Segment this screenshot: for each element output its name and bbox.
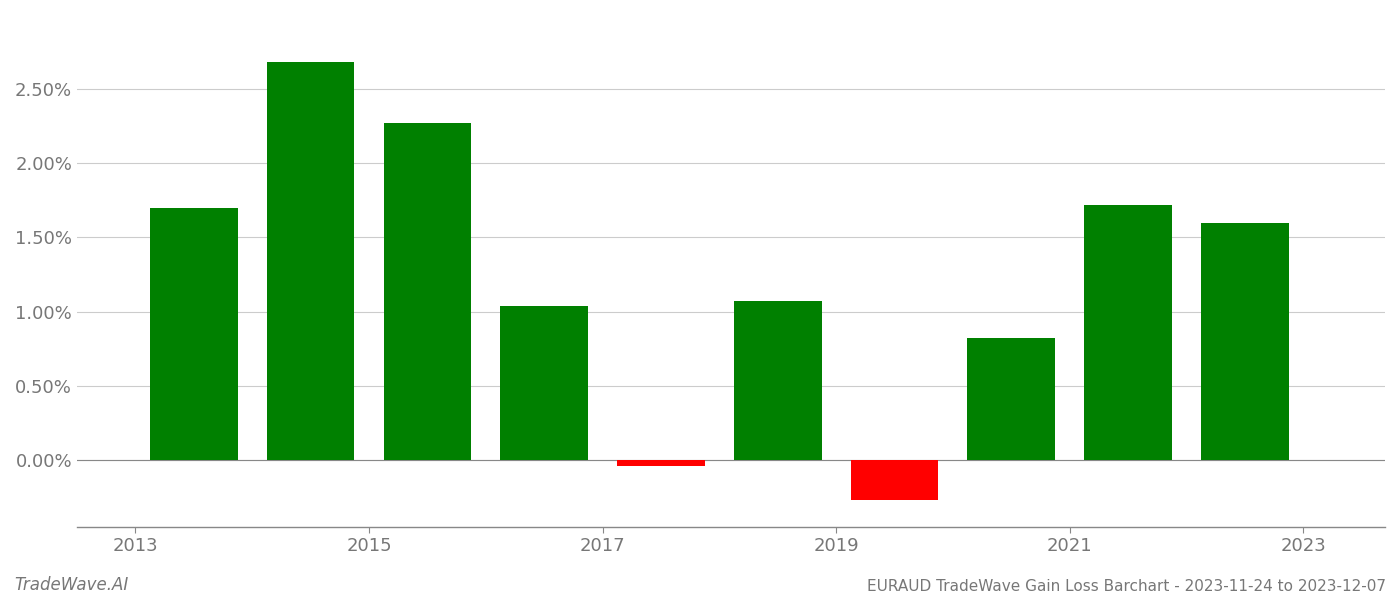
Bar — [967, 338, 1056, 460]
Bar — [1201, 223, 1288, 460]
Text: EURAUD TradeWave Gain Loss Barchart - 2023-11-24 to 2023-12-07: EURAUD TradeWave Gain Loss Barchart - 20… — [867, 579, 1386, 594]
Bar — [500, 305, 588, 460]
Text: TradeWave.AI: TradeWave.AI — [14, 576, 129, 594]
Bar — [1084, 205, 1172, 460]
Bar — [734, 301, 822, 460]
Bar — [384, 123, 472, 460]
Bar — [267, 62, 354, 460]
Bar — [150, 208, 238, 460]
Bar — [617, 460, 704, 466]
Bar — [851, 460, 938, 500]
